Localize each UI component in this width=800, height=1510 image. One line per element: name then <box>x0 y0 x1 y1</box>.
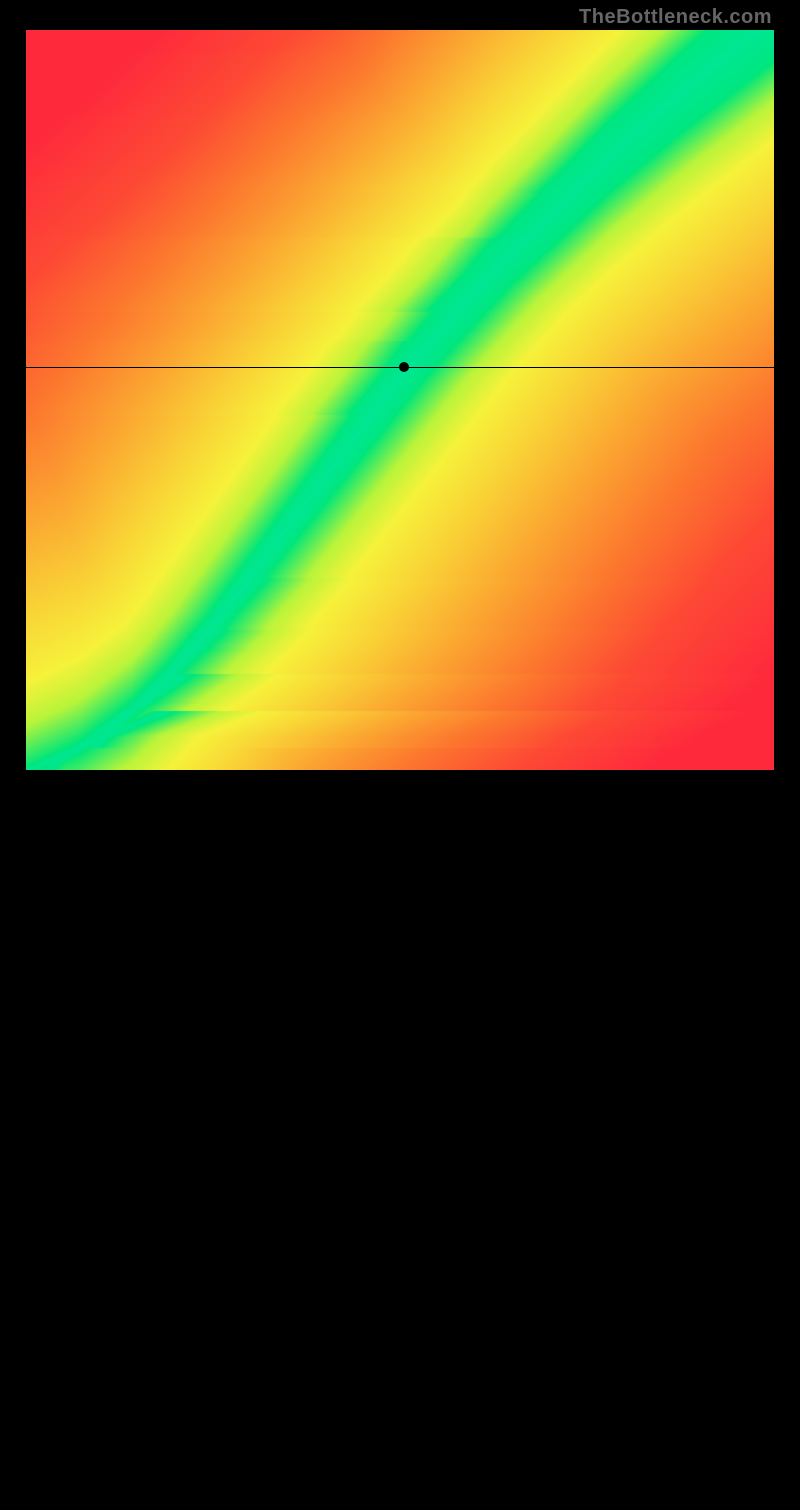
crosshair-vertical <box>404 770 405 1510</box>
watermark-text: TheBottleneck.com <box>579 6 772 29</box>
chart-container: { "chart": { "type": "heatmap", "canvas"… <box>0 0 800 800</box>
crosshair-marker <box>399 362 409 372</box>
plot-area <box>26 30 774 770</box>
heatmap-canvas <box>26 30 774 770</box>
